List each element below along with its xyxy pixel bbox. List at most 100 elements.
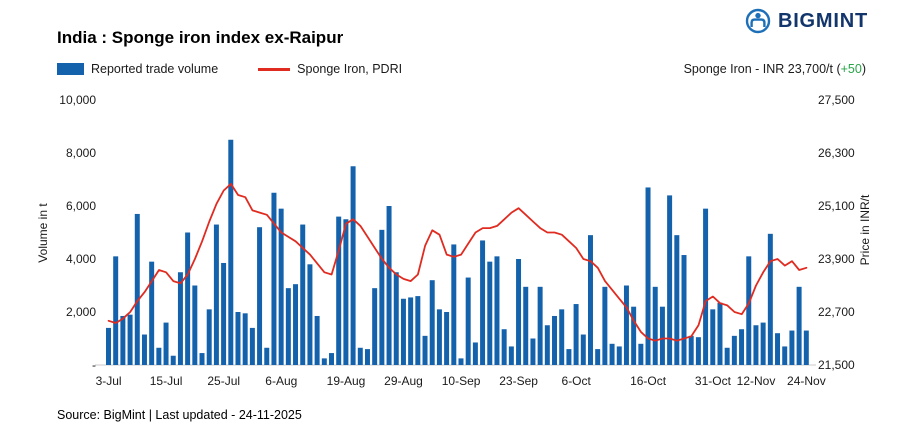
right-axis-title: Price in INR/t — [858, 194, 872, 265]
volume-bar — [587, 235, 593, 365]
price-line — [107, 183, 808, 342]
volume-bar — [480, 240, 486, 365]
volume-bar — [516, 259, 522, 365]
volume-bar — [623, 285, 629, 365]
volume-bar — [523, 286, 529, 365]
volume-bar — [544, 325, 550, 365]
volume-bar — [257, 227, 263, 365]
volume-bar — [364, 349, 370, 365]
volume-bar — [451, 244, 457, 365]
x-axis-tick: 25-Jul — [207, 374, 240, 388]
volume-bar — [789, 330, 795, 365]
volume-bar — [120, 315, 126, 365]
volume-bar — [767, 233, 773, 365]
volume-bar — [436, 309, 442, 365]
left-axis-tick: - — [92, 358, 96, 372]
volume-bar — [494, 256, 500, 365]
x-axis-tick: 15-Jul — [150, 374, 183, 388]
volume-bar — [170, 355, 176, 365]
volume-bar — [379, 229, 385, 365]
volume-bar — [703, 208, 709, 365]
volume-bar — [177, 272, 183, 365]
volume-bar — [645, 187, 651, 365]
x-axis-tick: 6-Oct — [562, 374, 592, 388]
volume-bar — [343, 219, 349, 365]
volume-bar — [552, 315, 558, 365]
price-line-swatch-icon — [258, 67, 291, 71]
volume-bar — [731, 335, 737, 365]
volume-bar — [760, 322, 766, 365]
volume-bar — [329, 353, 334, 365]
volume-bar — [336, 216, 342, 365]
left-axis-tick: 6,000 — [66, 199, 96, 213]
x-axis-tick: 3-Jul — [96, 374, 122, 388]
x-axis-tick: 24-Nov — [787, 374, 826, 388]
volume-bar — [465, 277, 471, 365]
brand-logo: BIGMINT — [745, 8, 868, 34]
volume-bar — [573, 304, 579, 365]
volume-swatch-icon — [57, 63, 84, 75]
volume-bar — [667, 195, 673, 365]
bigmint-icon — [745, 8, 771, 34]
volume-bar — [775, 333, 781, 365]
volume-bar — [530, 338, 536, 365]
x-axis-tick: 6-Aug — [265, 374, 297, 388]
x-axis-tick: 19-Aug — [327, 374, 366, 388]
volume-bar — [472, 342, 478, 365]
ticker-change: +50 — [840, 62, 862, 76]
x-axis-tick: 16-Oct — [630, 374, 667, 388]
volume-bar — [300, 224, 306, 365]
volume-bar — [616, 346, 622, 365]
volume-bar — [393, 272, 399, 365]
source-note: Source: BigMint | Last updated - 24-11-2… — [57, 408, 302, 422]
volume-bar — [710, 309, 716, 365]
volume-bar — [321, 358, 327, 366]
volume-bar — [278, 208, 284, 365]
volume-bar — [314, 315, 320, 365]
volume-bar — [285, 288, 291, 365]
volume-bar — [350, 166, 356, 365]
volume-bar — [580, 334, 586, 365]
left-axis-tick: 4,000 — [66, 252, 96, 266]
right-axis-tick: 27,500 — [818, 93, 855, 107]
volume-bar — [113, 256, 119, 365]
volume-bar — [659, 306, 665, 365]
volume-bar — [141, 334, 147, 365]
x-axis-tick: 23-Sep — [499, 374, 538, 388]
volume-bar — [566, 349, 572, 365]
left-axis-tick: 2,000 — [66, 305, 96, 319]
volume-bar — [501, 329, 507, 365]
volume-bar — [185, 232, 191, 365]
volume-bar — [213, 224, 219, 365]
volume-bar — [422, 335, 428, 365]
volume-bar — [444, 312, 450, 365]
legend-item-price: Sponge Iron, PDRI — [258, 62, 402, 76]
volume-bar — [724, 347, 730, 365]
volume-bar — [746, 256, 752, 365]
volume-bar — [595, 349, 601, 365]
volume-bar — [487, 261, 493, 365]
volume-bar — [106, 327, 111, 365]
volume-bar — [264, 347, 270, 365]
volume-bar — [652, 286, 658, 365]
legend-item-volume: Reported trade volume — [57, 62, 218, 76]
price-ticker: Sponge Iron - INR 23,700/t (+50) — [684, 62, 866, 76]
right-axis-tick: 21,500 — [818, 358, 855, 372]
x-axis-tick: 31-Oct — [695, 374, 732, 388]
volume-bar — [271, 192, 277, 365]
volume-bar — [242, 313, 248, 365]
legend-volume-label: Reported trade volume — [91, 62, 219, 76]
volume-bar — [415, 296, 421, 365]
volume-bar — [638, 343, 644, 365]
volume-bar — [156, 347, 162, 365]
volume-bar — [228, 139, 234, 365]
left-axis-tick: 8,000 — [66, 146, 96, 160]
volume-bar — [192, 285, 198, 365]
x-axis-tick: 29-Aug — [384, 374, 423, 388]
volume-bar — [235, 312, 241, 365]
volume-bar — [695, 337, 701, 365]
volume-bar — [400, 298, 406, 365]
chart-area: - 2,000 4,000 6,000 8,000 10,000 21,500 22,700 2… — [0, 88, 906, 408]
volume-bar — [681, 255, 687, 365]
volume-bar — [559, 309, 565, 365]
